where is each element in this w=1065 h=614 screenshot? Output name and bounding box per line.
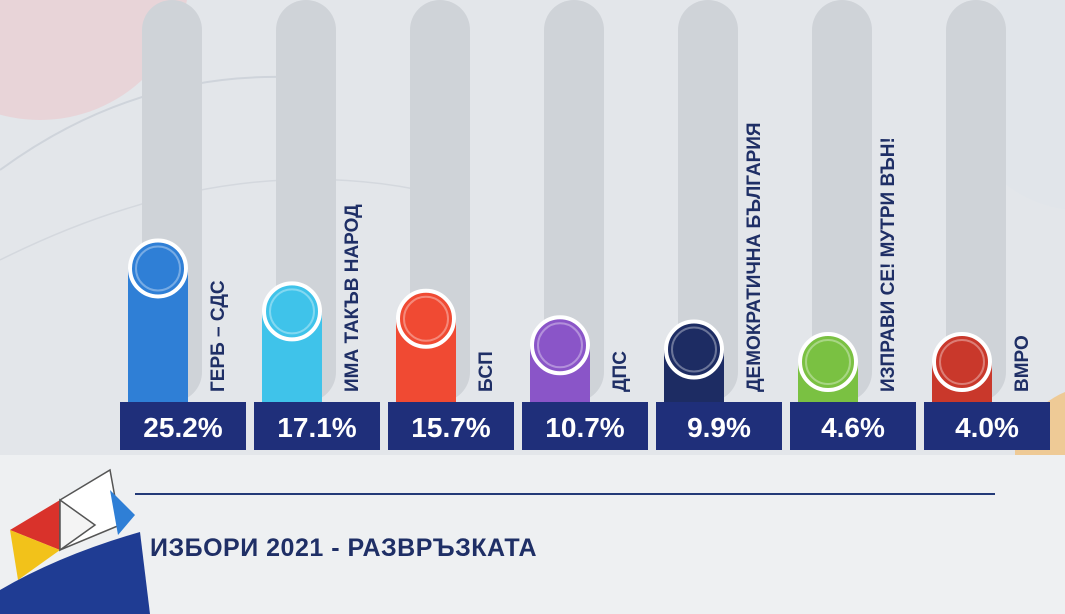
value-box	[120, 402, 246, 450]
bar-marker-ring	[269, 288, 315, 335]
value-box	[388, 402, 514, 450]
value-label: 17.1%	[277, 412, 356, 443]
bar-marker	[396, 288, 456, 349]
category-label: ИМА ТАКЪВ НАРОД	[342, 204, 363, 392]
bar-track	[678, 0, 738, 402]
value-label: 25.2%	[143, 412, 222, 443]
bar-marker-ring	[805, 339, 851, 385]
value-box	[656, 402, 782, 450]
footer-divider	[135, 493, 995, 495]
value-box	[522, 402, 648, 450]
category-label: ГЕРБ – СДС	[208, 280, 229, 392]
bar-marker	[262, 281, 322, 342]
value-box	[924, 402, 1050, 450]
value-label: 15.7%	[411, 412, 490, 443]
category-label: ВМРО	[1012, 335, 1033, 392]
election-logo-icon	[0, 468, 150, 614]
bar-marker-ring	[671, 326, 717, 373]
bar-marker-ring	[403, 295, 449, 342]
value-label: 4.0%	[955, 412, 1019, 443]
bar-marker-ring	[537, 322, 583, 369]
footer-title: ИЗБОРИ 2021 - РАЗВРЪЗКАТА	[150, 534, 538, 562]
bar-track	[812, 0, 872, 402]
bar-marker-ring	[939, 339, 985, 385]
bar-marker	[798, 332, 858, 392]
category-label: БСП	[476, 351, 497, 392]
category-label: ДПС	[610, 351, 631, 392]
bar-marker	[932, 332, 992, 392]
bar-marker	[530, 315, 590, 376]
bar-track	[946, 0, 1006, 402]
bar-marker-ring	[135, 245, 181, 292]
value-box	[790, 402, 916, 450]
bar-track	[544, 0, 604, 402]
value-label: 4.6%	[821, 412, 885, 443]
value-label: 10.7%	[545, 412, 624, 443]
bar-marker	[664, 319, 724, 380]
category-label: ИЗПРАВИ СЕ! МУТРИ ВЪН!	[878, 137, 899, 392]
bar-marker	[128, 238, 188, 299]
footer-band	[0, 455, 1065, 614]
category-label: ДЕМОКРАТИЧНА БЪЛГАРИЯ	[744, 122, 765, 392]
value-label: 9.9%	[687, 412, 751, 443]
value-box	[254, 402, 380, 450]
